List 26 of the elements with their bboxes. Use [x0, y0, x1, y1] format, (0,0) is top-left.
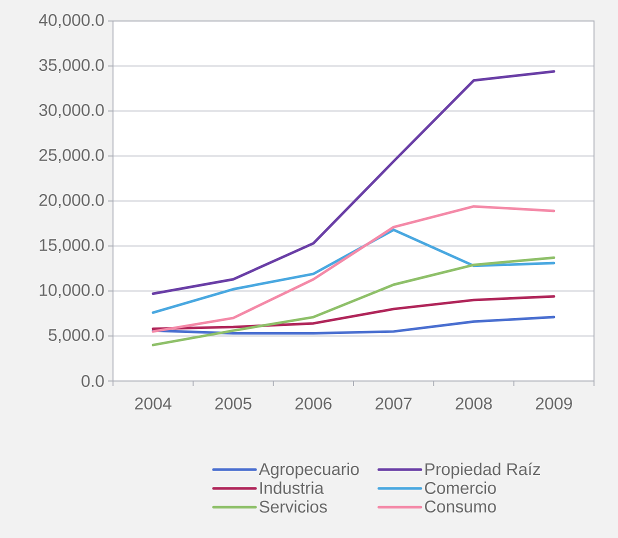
- y-tick-label: 10,000.0: [40, 284, 104, 298]
- legend-label: Propiedad Raíz: [426, 462, 540, 479]
- y-tick-label: 25,000.0: [39, 149, 104, 163]
- legend-label: Servicios: [260, 500, 327, 513]
- legend-label: Agropecuario: [258, 462, 359, 478]
- line-series: [152, 205, 556, 333]
- line-series: [152, 70, 556, 295]
- line-series: [152, 228, 556, 314]
- x-tick-label: 2006: [295, 398, 332, 410]
- line-series: [152, 316, 556, 335]
- y-tick-label: 0.0: [82, 375, 104, 387]
- legend-label: Industria: [260, 482, 324, 494]
- x-tick-label: 2004: [135, 398, 172, 410]
- y-tick-label: 35,000.0: [39, 59, 104, 73]
- y-tick-label: 5,000.0: [48, 329, 104, 343]
- legend-label: Comercio: [425, 482, 496, 494]
- x-tick-label: 2008: [456, 398, 492, 410]
- y-tick-label: 40,000.0: [38, 14, 104, 28]
- line-series: [152, 256, 556, 346]
- x-tick-label: 2005: [215, 398, 252, 410]
- x-tick-label: 2009: [536, 398, 572, 410]
- y-tick-label: 15,000.0: [40, 239, 104, 253]
- y-tick-label: 30,000.0: [39, 104, 104, 118]
- x-tick-label: 2007: [376, 398, 412, 410]
- legend-label: Consumo: [425, 500, 496, 513]
- y-tick-label: 20,000.0: [39, 194, 104, 208]
